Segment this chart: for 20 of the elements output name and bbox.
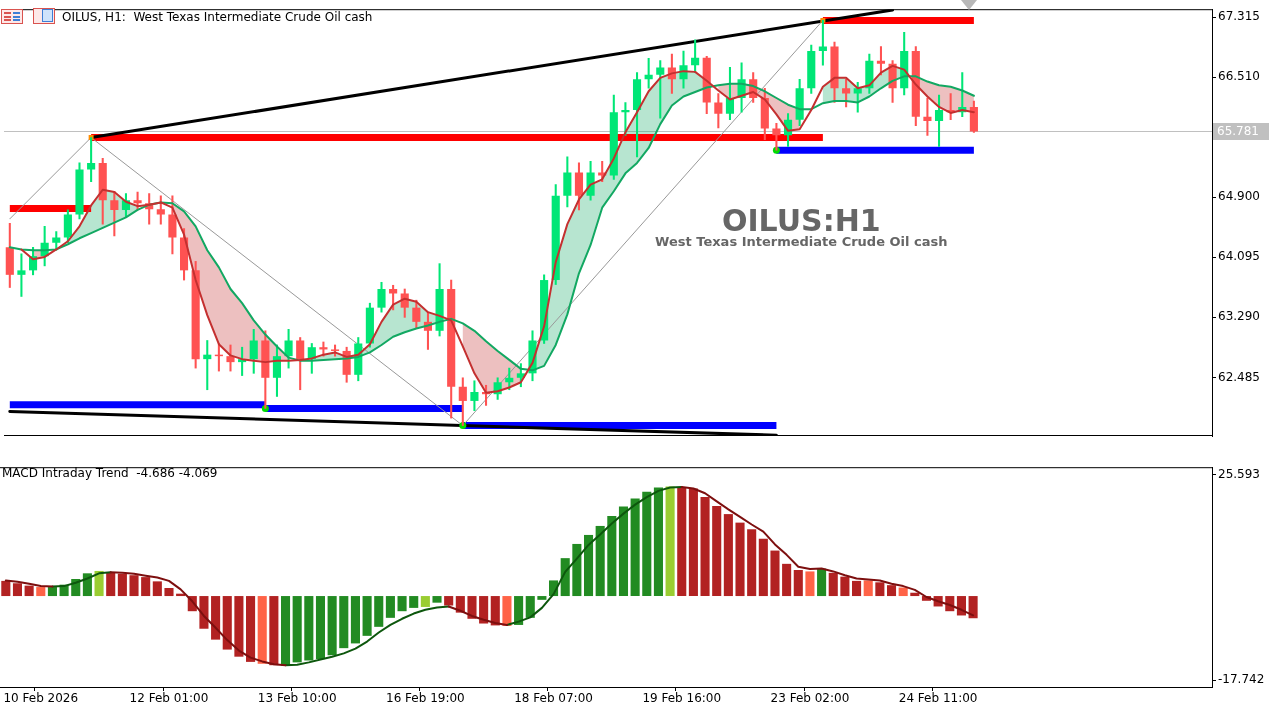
x-tick-label: 19 Feb 16:00 (642, 691, 722, 706)
x-tick-label: 23 Feb 02:00 (770, 691, 850, 706)
ref-line-label: 65.781 (1217, 123, 1259, 138)
y-tick-label: -17.742 (1218, 672, 1265, 687)
x-tick-label: 16 Feb 19:00 (386, 691, 465, 706)
y-tick-label: 25.593 (1218, 466, 1260, 481)
x-tick-label: 10 Feb 2026 (3, 691, 79, 706)
y-tick-label: 64.900 (1218, 189, 1260, 204)
chart-title: MACD Intraday Trend -4.686 -4.069 (2, 466, 218, 480)
x-tick-label: 13 Feb 10:00 (257, 691, 337, 706)
x-tick-label: 24 Feb 11:00 (898, 691, 978, 706)
x-tick-label: 12 Feb 01:00 (129, 691, 209, 706)
y-tick-label: 63.290 (1218, 309, 1260, 324)
chart-title: OILUS, H1: West Texas Intermediate Crude Oil cash (62, 10, 373, 24)
y-tick-label: 64.095 (1218, 249, 1260, 264)
annotation: West Texas Intermediate Crude Oil cash (655, 233, 948, 249)
y-tick-label: 67.315 (1218, 9, 1260, 24)
x-tick-label: 18 Feb 07:00 (514, 691, 593, 706)
y-tick-label: 66.510 (1218, 69, 1260, 84)
y-tick-label: 62.485 (1218, 369, 1260, 384)
